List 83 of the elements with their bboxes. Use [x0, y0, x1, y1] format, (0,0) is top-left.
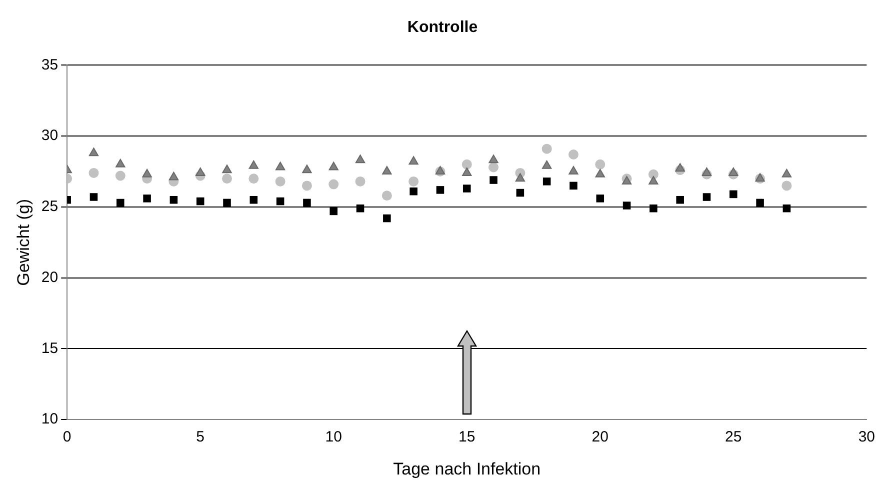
point: [196, 197, 204, 206]
point: [516, 188, 524, 197]
point: [302, 164, 312, 174]
y-tick-label: 25: [41, 198, 58, 216]
point: [782, 204, 791, 212]
point: [622, 202, 631, 210]
point: [115, 170, 126, 181]
point: [88, 148, 99, 156]
point: [462, 184, 471, 192]
point: [650, 204, 658, 212]
point: [570, 182, 578, 190]
point: [488, 154, 498, 164]
chart-title: Kontrolle: [407, 19, 478, 36]
y-tick-label: 20: [41, 268, 58, 286]
x-tick-label: 5: [196, 428, 205, 446]
point: [568, 150, 578, 160]
point: [782, 180, 792, 191]
x-tick-label: 15: [458, 428, 476, 446]
point: [568, 166, 578, 175]
point: [330, 207, 338, 216]
point: [383, 214, 391, 222]
point: [756, 198, 764, 207]
point: [328, 179, 339, 190]
point: [410, 187, 418, 196]
x-axis-title: Tage nach Infektion: [393, 459, 541, 478]
point: [408, 156, 418, 165]
point: [275, 162, 286, 170]
point: [702, 193, 711, 201]
point: [116, 198, 124, 207]
point: [462, 159, 472, 170]
point: [90, 193, 98, 201]
point: [676, 196, 684, 204]
point: [462, 167, 472, 176]
point: [222, 174, 232, 184]
point: [382, 166, 392, 175]
point: [730, 190, 738, 198]
point: [648, 176, 658, 184]
point: [408, 176, 419, 186]
point: [488, 162, 499, 172]
point: [542, 144, 552, 154]
point: [355, 176, 366, 186]
point: [223, 198, 231, 207]
point: [595, 168, 605, 178]
point: [728, 167, 738, 176]
x-tick-label: 30: [858, 428, 875, 446]
point: [196, 167, 206, 176]
y-tick-label: 10: [41, 410, 58, 428]
point: [355, 154, 366, 164]
x-tick-label: 0: [62, 428, 72, 446]
point: [782, 168, 792, 178]
point: [595, 159, 606, 170]
point: [275, 176, 286, 186]
x-tick-label: 10: [325, 428, 342, 446]
x-tick-label: 20: [592, 428, 608, 446]
point: [302, 180, 312, 191]
point: [515, 173, 526, 182]
point: [596, 194, 604, 202]
point: [490, 176, 498, 184]
y-axis-title: Gewicht (g): [14, 198, 33, 286]
point: [356, 204, 364, 212]
point: [328, 162, 338, 170]
y-tick-label: 30: [41, 127, 58, 144]
point: [116, 158, 126, 168]
y-tick-label: 35: [41, 56, 58, 74]
point: [248, 174, 259, 184]
point: [436, 186, 444, 194]
point: [382, 190, 392, 201]
point: [276, 197, 284, 206]
point: [143, 194, 151, 202]
point: [248, 160, 258, 169]
point: [170, 196, 178, 204]
point: [222, 164, 232, 174]
point: [702, 167, 712, 176]
x-tick-label: 25: [725, 428, 742, 446]
y-tick-label: 15: [41, 340, 58, 357]
point: [142, 168, 152, 178]
point: [88, 168, 99, 178]
point: [675, 163, 685, 172]
point: [303, 198, 311, 207]
point: [168, 172, 179, 180]
point: [542, 178, 551, 186]
point: [542, 160, 552, 169]
point: [250, 196, 258, 204]
